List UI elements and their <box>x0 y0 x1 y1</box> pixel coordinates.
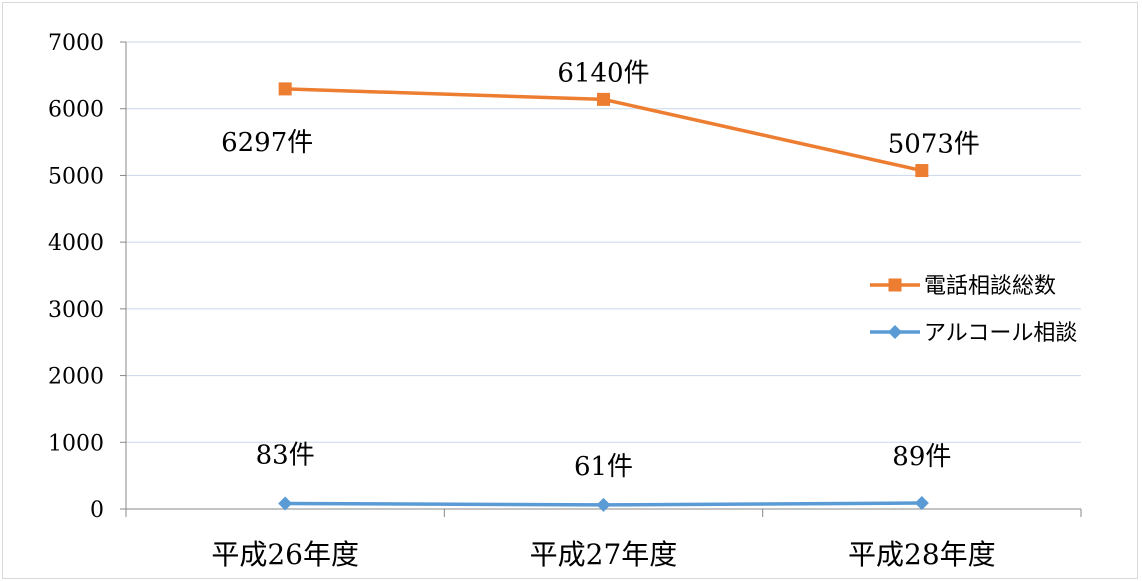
x-category-label: 平成28年度 <box>848 538 996 571</box>
data-label: 61件 <box>574 452 633 482</box>
data-point-square <box>278 82 292 96</box>
series-lines <box>278 82 929 512</box>
gridlines <box>126 41 1081 443</box>
x-category-label: 平成26年度 <box>211 538 359 571</box>
data-point-square <box>597 92 610 106</box>
y-tick-label: 1000 <box>48 431 104 456</box>
y-tick-label: 0 <box>90 498 104 523</box>
y-tick-label: 6000 <box>48 98 104 123</box>
data-point-diamond <box>278 496 293 511</box>
data-label: 89件 <box>892 442 951 472</box>
legend-label: アルコール相談 <box>924 321 1077 346</box>
x-axis-tick-labels: 平成26年度 平成27年度 平成28年度 <box>211 538 995 571</box>
legend-marker-square <box>888 278 902 292</box>
y-tick-label: 3000 <box>48 298 104 323</box>
y-tick-label: 2000 <box>48 365 104 390</box>
data-label: 5073件 <box>888 130 980 160</box>
x-category-label: 平成27年度 <box>530 538 678 571</box>
y-axis-tick-labels: 0 1000 2000 3000 4000 5000 6000 7000 <box>48 31 104 523</box>
y-tick-label: 4000 <box>48 231 104 256</box>
legend-label: 電話相談総数 <box>924 274 1056 299</box>
y-tick-label: 5000 <box>48 164 104 189</box>
data-labels: 6297件 6140件 5073件 83件 61件 89件 <box>221 58 980 482</box>
data-label: 83件 <box>256 440 315 470</box>
legend-marker-diamond <box>888 325 902 339</box>
data-point-diamond <box>914 496 929 511</box>
data-point-square <box>915 164 929 178</box>
y-tick-label: 7000 <box>48 31 104 56</box>
data-label: 6297件 <box>221 128 313 158</box>
data-point-diamond <box>596 497 611 512</box>
data-label: 6140件 <box>557 58 649 88</box>
